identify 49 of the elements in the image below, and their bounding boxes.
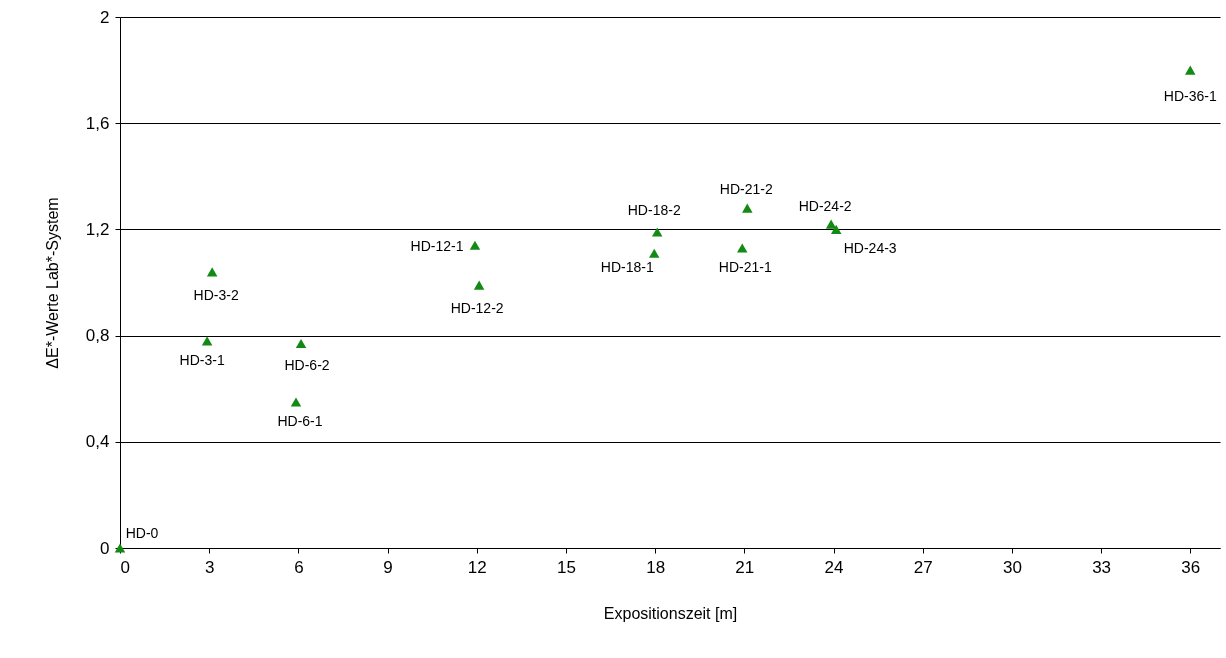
annotation: HD-21-2 bbox=[719, 181, 773, 198]
point bbox=[1185, 65, 1196, 75]
annotation: HD-24-3 bbox=[843, 240, 897, 257]
annotation: HD-18-1 bbox=[600, 259, 654, 276]
annotation: HD-18-2 bbox=[627, 202, 681, 219]
x-tick-label: 3 bbox=[204, 557, 215, 577]
annotation: HD-3-2 bbox=[193, 286, 239, 303]
x-tick-label: 24 bbox=[824, 557, 844, 577]
x-tick-label: 18 bbox=[646, 557, 666, 577]
annotation: HD-6-1 bbox=[277, 412, 323, 429]
point bbox=[295, 339, 307, 349]
x-tick-label: 15 bbox=[556, 557, 576, 577]
point bbox=[473, 280, 485, 290]
x-tick-label: 6 bbox=[294, 557, 304, 577]
point bbox=[290, 397, 302, 407]
x-axis-title: Expositionszeit [m] bbox=[603, 604, 738, 622]
annotation: HD-24-2 bbox=[798, 198, 852, 215]
x-tick-label: 12 bbox=[467, 557, 487, 577]
y-tick-label: 0,4 bbox=[85, 432, 110, 452]
y-axis-title: ΔE*-Werte Lab*-System bbox=[43, 197, 61, 369]
x-tick-label: 33 bbox=[1092, 557, 1112, 577]
point bbox=[649, 248, 660, 258]
y-tick-label: 0,8 bbox=[85, 326, 110, 346]
annotation: HD-12-1 bbox=[410, 238, 464, 255]
point bbox=[737, 243, 748, 253]
point bbox=[825, 219, 837, 229]
point bbox=[830, 224, 842, 234]
annotation: HD-3-1 bbox=[179, 351, 225, 368]
point bbox=[114, 543, 126, 553]
y-tick-label: 2 bbox=[100, 7, 110, 27]
x-tick-label: 36 bbox=[1181, 557, 1201, 577]
point bbox=[469, 240, 481, 250]
y-tick-label: 1,2 bbox=[85, 219, 110, 239]
point bbox=[742, 203, 753, 213]
annotation: HD-0 bbox=[125, 525, 159, 541]
annotation: HD-36-1 bbox=[1163, 88, 1217, 105]
x-tick-label: 30 bbox=[1002, 557, 1022, 577]
point bbox=[201, 336, 213, 346]
annotation: HD-6-2 bbox=[284, 356, 330, 373]
point bbox=[651, 227, 663, 237]
y-tick-label: 1,6 bbox=[85, 113, 110, 133]
annotation: HD-12-2 bbox=[450, 300, 504, 317]
y-tick-label: 0 bbox=[100, 538, 110, 558]
annotation: HD-21-1 bbox=[718, 258, 772, 275]
x-tick-label: 0 bbox=[120, 557, 130, 577]
x-tick-label: 9 bbox=[383, 557, 393, 577]
x-tick-label: 27 bbox=[913, 557, 933, 577]
x-tick-label: 21 bbox=[735, 557, 755, 577]
point bbox=[206, 267, 218, 277]
